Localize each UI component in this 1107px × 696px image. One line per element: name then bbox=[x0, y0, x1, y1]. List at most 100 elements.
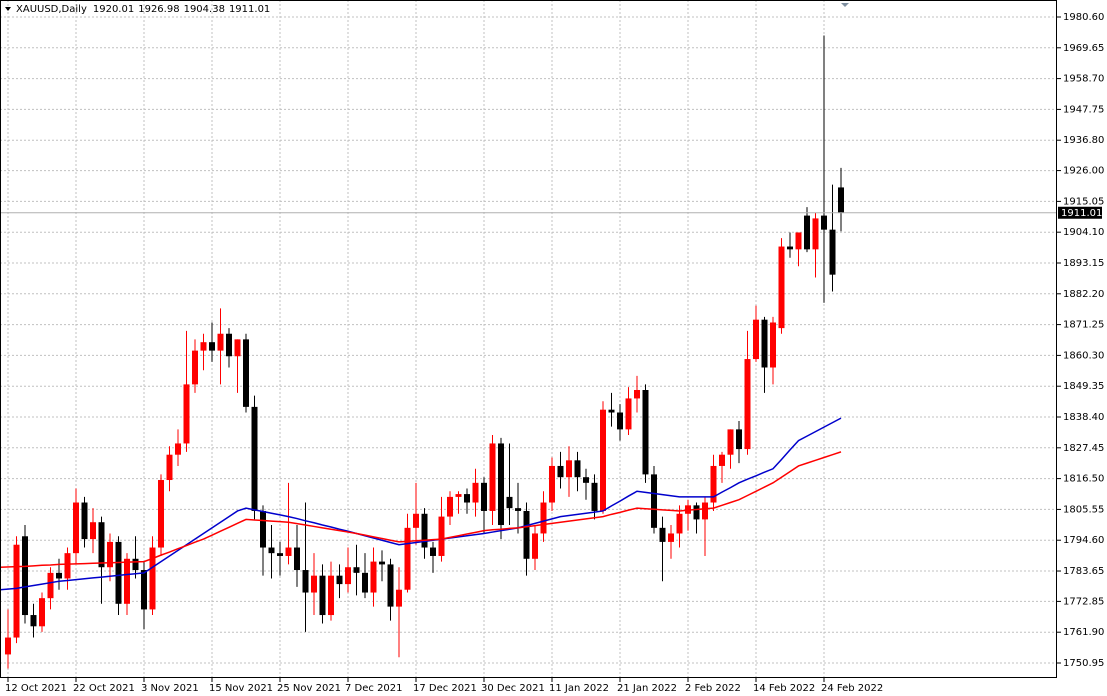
candle-body bbox=[702, 502, 708, 520]
candle-body bbox=[447, 496, 453, 517]
x-tick-label: 30 Dec 2021 bbox=[481, 683, 545, 694]
x-tick-label: 21 Jan 2022 bbox=[617, 683, 677, 694]
candle-body bbox=[489, 443, 496, 511]
header: XAUUSD,Daily 1920.01 1926.98 1904.38 1911.01 bbox=[16, 4, 270, 15]
candle-body bbox=[192, 350, 198, 385]
candle-body bbox=[625, 398, 632, 430]
x-tick-label: 11 Jan 2022 bbox=[549, 683, 609, 694]
candle-body bbox=[608, 409, 615, 413]
y-tick-label: 1772.85 bbox=[1063, 596, 1104, 607]
candle-body bbox=[506, 496, 513, 509]
candle-body bbox=[829, 229, 836, 275]
candle-body bbox=[234, 339, 241, 357]
candle-body bbox=[515, 508, 521, 511]
x-tick-label: 7 Dec 2021 bbox=[345, 683, 403, 694]
y-tick-label: 1980.60 bbox=[1063, 12, 1104, 23]
y-tick-label: 1969.65 bbox=[1063, 43, 1104, 54]
y-tick-label: 1783.65 bbox=[1063, 566, 1104, 577]
candle-body bbox=[217, 333, 224, 351]
candle-body bbox=[328, 575, 334, 616]
candle-body bbox=[583, 477, 589, 483]
x-tick-label: 2 Feb 2022 bbox=[685, 683, 741, 694]
candle-body bbox=[532, 533, 538, 559]
candle-body bbox=[523, 510, 530, 559]
candle-body bbox=[379, 561, 385, 565]
candle-body bbox=[311, 575, 317, 593]
candle-body bbox=[387, 564, 394, 607]
candle-body bbox=[302, 570, 309, 593]
candle-body bbox=[710, 465, 717, 503]
candle-body bbox=[115, 541, 122, 604]
candle-body bbox=[158, 480, 164, 548]
candle-body bbox=[642, 390, 649, 475]
candle-body bbox=[438, 516, 445, 556]
candle-body bbox=[294, 547, 300, 571]
candle-body bbox=[600, 409, 606, 511]
candle-body bbox=[634, 390, 640, 399]
candle-body bbox=[753, 319, 759, 360]
candle-body bbox=[107, 541, 113, 568]
x-tick-label: 15 Nov 2021 bbox=[209, 683, 273, 694]
y-tick-label: 1816.50 bbox=[1063, 474, 1104, 485]
candle-body bbox=[617, 412, 623, 430]
candle-body bbox=[413, 513, 419, 528]
candle-body bbox=[744, 359, 751, 450]
candle-body bbox=[812, 218, 819, 250]
candle-body bbox=[353, 567, 360, 573]
y-tick-label: 1827.45 bbox=[1063, 443, 1104, 454]
candle-body bbox=[693, 505, 700, 520]
candle-body bbox=[132, 558, 139, 571]
candle-body bbox=[90, 522, 96, 540]
y-tick-label: 1893.15 bbox=[1063, 258, 1104, 269]
x-tick-label: 25 Nov 2021 bbox=[277, 683, 341, 694]
candle-body bbox=[804, 215, 810, 250]
moving-average bbox=[0, 417, 842, 591]
candle-body bbox=[56, 572, 62, 579]
candle-body bbox=[200, 342, 207, 351]
candle-body bbox=[243, 339, 249, 407]
x-tick-label: 22 Oct 2021 bbox=[73, 683, 135, 694]
y-tick-label: 1904.10 bbox=[1063, 227, 1104, 238]
candle-body bbox=[39, 598, 45, 627]
candle-body bbox=[591, 482, 598, 511]
candle-body bbox=[209, 342, 215, 351]
price-label: 1911.01 bbox=[1061, 208, 1102, 219]
y-tick-label: 1750.95 bbox=[1063, 658, 1104, 669]
shift-marker bbox=[841, 3, 849, 7]
candle-body bbox=[838, 187, 844, 213]
y-tick-label: 1947.75 bbox=[1063, 104, 1104, 115]
candle-body bbox=[481, 482, 487, 511]
candle-body bbox=[566, 460, 572, 478]
candle-body bbox=[362, 572, 368, 593]
candle-body bbox=[251, 406, 258, 511]
candle-body bbox=[421, 513, 428, 548]
open: 1920.01 bbox=[93, 4, 134, 15]
y-tick-label: 1761.90 bbox=[1063, 627, 1104, 638]
y-tick-label: 1958.70 bbox=[1063, 74, 1104, 85]
y-tick-label: 1936.80 bbox=[1063, 135, 1104, 146]
candle-body bbox=[345, 567, 351, 585]
plot bbox=[0, 35, 1057, 669]
candle-body bbox=[498, 443, 504, 526]
candle-body bbox=[98, 522, 105, 568]
candle-body bbox=[659, 527, 666, 542]
candle-body bbox=[370, 561, 377, 593]
candle-body bbox=[141, 570, 147, 610]
candle-body bbox=[778, 246, 785, 329]
candle-body bbox=[770, 322, 776, 368]
close: 1911.01 bbox=[229, 4, 270, 15]
candle-body bbox=[736, 429, 742, 450]
candle-body bbox=[73, 502, 79, 554]
y-tick-label: 1794.60 bbox=[1063, 535, 1104, 546]
candle-body bbox=[719, 454, 725, 466]
y-tick-label: 1838.40 bbox=[1063, 412, 1104, 423]
candle-body bbox=[149, 547, 156, 610]
x-tick-label: 3 Nov 2021 bbox=[141, 683, 199, 694]
plot-border bbox=[0, 0, 1057, 678]
y-tick-label: 1871.25 bbox=[1063, 320, 1104, 331]
candle-body bbox=[821, 215, 827, 230]
candle-body bbox=[277, 553, 283, 556]
y-tick-label: 1860.30 bbox=[1063, 350, 1104, 361]
y-tick-label: 1849.35 bbox=[1063, 381, 1104, 392]
